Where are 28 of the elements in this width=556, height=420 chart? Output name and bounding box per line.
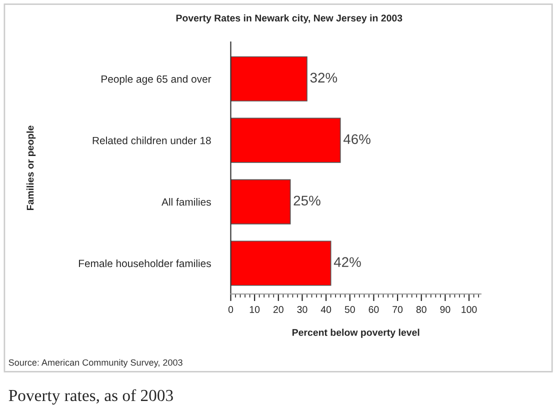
x-tick-label: 30 — [297, 306, 308, 313]
y-axis-title: Families or people — [26, 126, 36, 210]
data-label: 46% — [343, 134, 370, 144]
x-tick-label: 40 — [320, 306, 332, 313]
y-tick-label: Related children under 18 — [92, 136, 211, 144]
chart-title: Poverty Rates in Newark city, New Jersey in 2003 — [176, 14, 402, 24]
x-axis-title: Percent below poverty level — [292, 328, 420, 338]
bar — [230, 118, 341, 163]
x-tick-label: 10 — [250, 306, 260, 313]
data-label: 32% — [310, 72, 338, 83]
y-tick-label: People age 65 and over — [102, 75, 212, 85]
x-tick-label: 0 — [228, 306, 234, 313]
y-tick-label: Female householder families — [78, 259, 211, 268]
x-tick-label: 100 — [462, 306, 477, 313]
source-note: Source: American Community Survey, 2003 — [8, 359, 182, 368]
bar — [230, 240, 332, 286]
x-tick-label: 80 — [416, 306, 426, 313]
x-tick-label: 60 — [368, 306, 379, 313]
bar — [230, 56, 308, 102]
data-label: 25% — [294, 196, 320, 206]
text: Poverty rates, as of 2003 — [8, 389, 173, 405]
bar — [230, 179, 291, 224]
x-tick-label: 70 — [392, 306, 403, 313]
x-tick-label: 90 — [440, 306, 450, 313]
y-tick-label: All families — [162, 198, 211, 206]
x-tick-label: 50 — [344, 306, 355, 313]
data-label: 42% — [334, 257, 361, 267]
x-tick-label: 20 — [273, 306, 284, 313]
